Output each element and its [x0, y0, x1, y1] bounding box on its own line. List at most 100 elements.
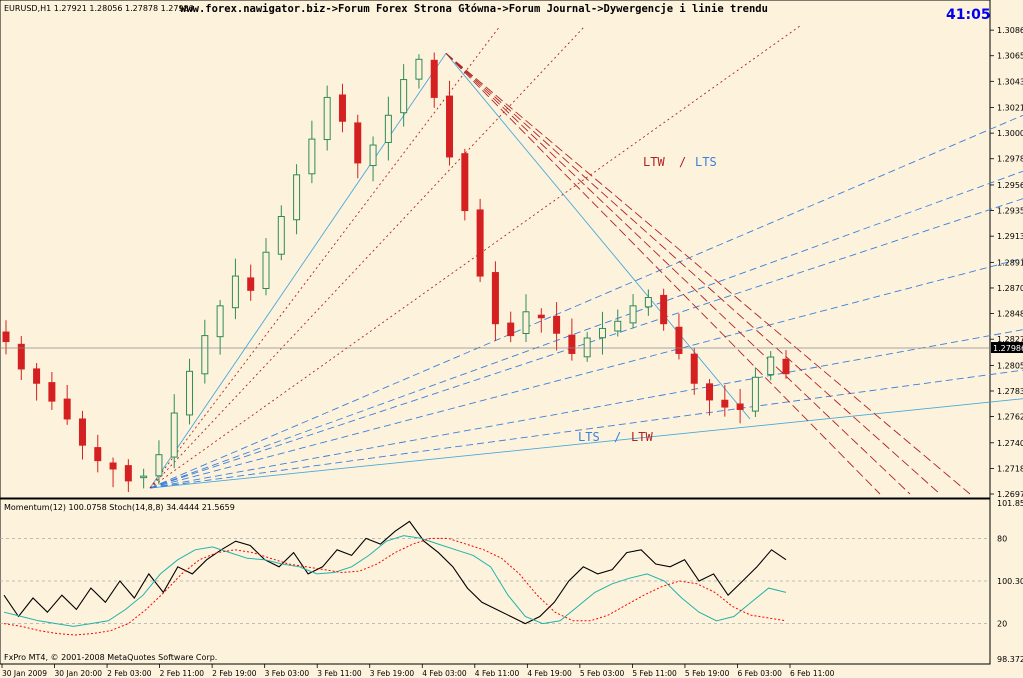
indicator-layer — [3, 520, 787, 636]
candle-body — [583, 337, 591, 358]
candle-body — [247, 277, 255, 291]
candle-body — [109, 462, 117, 470]
candle-body — [369, 144, 377, 167]
clock: 41:05 — [946, 7, 991, 23]
time-tick-label: 4 Feb 11:00 — [475, 669, 520, 678]
price-tick-label: 1.27185 — [997, 464, 1023, 473]
time-tick-label: 3 Feb 11:00 — [317, 669, 362, 678]
price-tick-label: 1.29350 — [997, 207, 1023, 216]
candle-body — [17, 343, 25, 370]
price-tick-label: 1.30435 — [997, 77, 1023, 86]
candle-body — [384, 114, 392, 143]
copyright: FxPro MT4, © 2001-2008 MetaQuotes Softwa… — [4, 653, 217, 662]
candle-body — [614, 320, 622, 332]
candle-body — [461, 153, 469, 212]
price-tick-label: 1.30215 — [997, 104, 1023, 113]
ltw-line — [149, 25, 501, 489]
time-tick-label: 5 Feb 19:00 — [685, 669, 730, 678]
indicator-series-line — [3, 535, 787, 627]
candle-body — [308, 138, 316, 175]
candle-body — [262, 251, 270, 289]
trend-lines-layer — [149, 25, 1023, 495]
candle-body — [553, 315, 561, 334]
price-tick-label: 1.30650 — [997, 52, 1023, 61]
candle-body — [216, 305, 224, 338]
ltw-line — [445, 53, 971, 495]
time-tick-label: 2 Feb 19:00 — [212, 669, 257, 678]
time-tick-label: 5 Feb 11:00 — [632, 669, 677, 678]
ltw-line — [445, 53, 941, 495]
ltw-line — [445, 53, 911, 495]
time-tick-label: 5 Feb 03:00 — [580, 669, 625, 678]
price-tick-label: 1.28915 — [997, 258, 1023, 267]
slash-bottom-label: / — [614, 430, 621, 444]
ltw-line — [445, 53, 881, 495]
candles-layer — [2, 52, 790, 493]
time-tick-label: 2 Feb 11:00 — [160, 669, 205, 678]
candle-body — [293, 174, 301, 221]
price-panel — [0, 0, 991, 499]
candle-body — [170, 412, 178, 458]
candle-body — [706, 383, 714, 401]
time-tick-label: 30 Jan 20:00 — [55, 669, 103, 678]
lts-line — [149, 329, 1023, 489]
candle-body — [644, 296, 652, 308]
candle-body — [277, 216, 285, 255]
price-tick-label: 1.29785 — [997, 155, 1023, 164]
candle-body — [782, 358, 790, 375]
indicator-label: Momentum(12) 100.0758 Stoch(14,8,8) 34.4… — [4, 503, 235, 512]
candle-body — [507, 322, 515, 337]
indicator-series-line — [3, 520, 787, 625]
grid-layer — [0, 538, 990, 624]
current-price-box — [991, 342, 1023, 353]
candle-body — [690, 353, 698, 384]
candle-body — [48, 382, 56, 402]
candle-body — [63, 398, 71, 420]
current-price-label: 1.27986 — [993, 344, 1023, 353]
candle-body — [675, 326, 683, 354]
candle-body — [598, 327, 606, 339]
indicator-axis-label: 80 — [997, 534, 1007, 543]
time-tick-label: 2 Feb 03:00 — [107, 669, 152, 678]
candle-body — [400, 79, 408, 114]
time-tick-label: 3 Feb 19:00 — [370, 669, 415, 678]
price-tick-label: 1.30865 — [997, 26, 1023, 35]
time-tick-label: 6 Feb 03:00 — [737, 669, 782, 678]
price-tick-label: 1.28700 — [997, 284, 1023, 293]
candle-body — [751, 376, 759, 412]
lts-top-label: LTS — [695, 155, 717, 169]
candle-body — [201, 335, 209, 375]
ltw-bottom-label: LTW — [631, 430, 653, 444]
candle-body — [491, 272, 499, 325]
candle-body — [736, 403, 744, 410]
candle-body — [446, 95, 454, 158]
chart-title: www.forex.nawigator.biz->Forum Forex Str… — [180, 3, 768, 15]
candle-body — [2, 331, 10, 343]
lts-line — [149, 170, 1023, 489]
candle-body — [537, 314, 545, 319]
candle-body — [155, 454, 163, 477]
price-tick-label: 1.28485 — [997, 310, 1023, 319]
candle-body — [186, 370, 194, 416]
lts-line — [149, 53, 447, 489]
indicator-axis-label: 20 — [997, 620, 1007, 629]
candle-body — [33, 368, 41, 384]
candle-body — [568, 334, 576, 354]
price-tick-label: 1.26970 — [997, 490, 1023, 499]
candle-body — [338, 94, 346, 122]
lts-bottom-label: LTS — [578, 430, 600, 444]
candle-body — [721, 399, 729, 408]
indicator-axis-label: 101.8527 — [997, 499, 1023, 508]
candle-body — [323, 96, 331, 141]
price-tick-label: 1.27835 — [997, 387, 1023, 396]
price-tick-label: 1.29565 — [997, 181, 1023, 190]
candle-body — [124, 465, 132, 482]
time-tick-label: 4 Feb 03:00 — [422, 669, 467, 678]
time-tick-label: 6 Feb 11:00 — [790, 669, 835, 678]
candle-body — [140, 475, 148, 479]
price-tick-label: 1.27400 — [997, 439, 1023, 448]
lts-line — [445, 53, 751, 420]
candle-body — [415, 58, 423, 80]
